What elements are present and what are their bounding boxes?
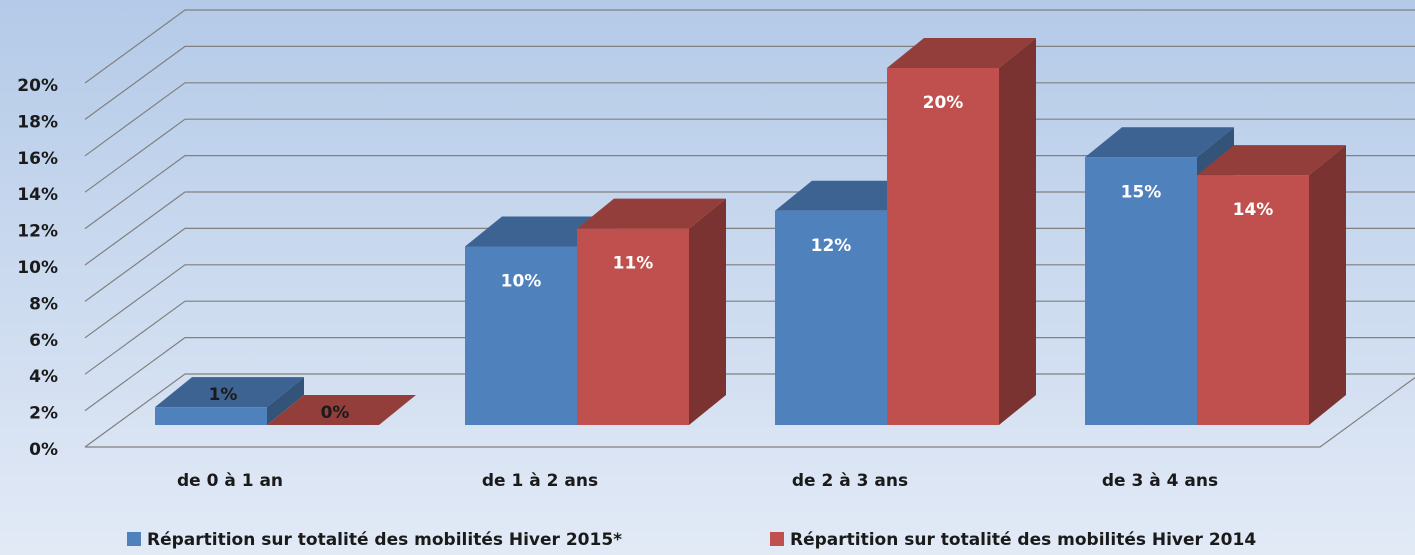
- y-tick-label: 10%: [17, 258, 58, 278]
- y-tick-label: 4%: [29, 367, 58, 387]
- y-tick-label: 20%: [17, 76, 58, 96]
- bar-top: [1197, 145, 1346, 176]
- bar-top: [155, 377, 304, 408]
- x-tick-label: de 0 à 1 an: [177, 471, 283, 491]
- x-tick-label: de 2 à 3 ans: [792, 471, 908, 491]
- value-label: 0%: [321, 403, 350, 423]
- y-tick-label: 12%: [17, 222, 58, 242]
- bar-top: [577, 198, 726, 229]
- x-tick-label: de 3 à 4 ans: [1102, 471, 1218, 491]
- value-label: 1%: [209, 385, 238, 405]
- bar: [577, 228, 689, 425]
- bar-side: [267, 377, 304, 425]
- legend-swatch: [770, 532, 784, 546]
- bar-side: [689, 198, 726, 425]
- bar-top: [465, 216, 614, 247]
- legend-label: Répartition sur totalité des mobilités H…: [790, 530, 1256, 550]
- y-tick-label: 18%: [17, 112, 58, 132]
- bar-top: [887, 38, 1036, 68]
- value-label: 11%: [613, 254, 654, 274]
- y-tick-label: 16%: [17, 149, 58, 169]
- x-tick-label: de 1 à 2 ans: [482, 471, 598, 491]
- y-tick-label: 0%: [29, 440, 58, 460]
- y-tick-label: 2%: [29, 404, 58, 424]
- bar: [465, 246, 577, 425]
- bar-side: [999, 38, 1036, 425]
- legend-swatch: [127, 532, 141, 546]
- value-label: 10%: [501, 272, 542, 292]
- bar: [775, 210, 887, 425]
- bar: [887, 68, 999, 425]
- legend-label: Répartition sur totalité des mobilités H…: [147, 530, 622, 550]
- bar-top: [267, 395, 416, 425]
- value-label: 14%: [1233, 200, 1274, 220]
- value-label: 12%: [811, 236, 852, 256]
- floor-edge: [85, 376, 1415, 448]
- bar: [155, 407, 267, 425]
- y-tick-label: 6%: [29, 331, 58, 351]
- bar-top: [775, 180, 924, 211]
- bar-top: [1085, 127, 1234, 158]
- bar-side: [1309, 145, 1346, 425]
- bar: [1197, 175, 1309, 425]
- bar: [1085, 157, 1197, 425]
- y-tick-label: 14%: [17, 185, 58, 205]
- y-tick-label: 8%: [29, 294, 58, 314]
- value-label: 15%: [1121, 182, 1162, 202]
- value-label: 20%: [923, 93, 964, 113]
- grid-line: [84, 9, 1415, 84]
